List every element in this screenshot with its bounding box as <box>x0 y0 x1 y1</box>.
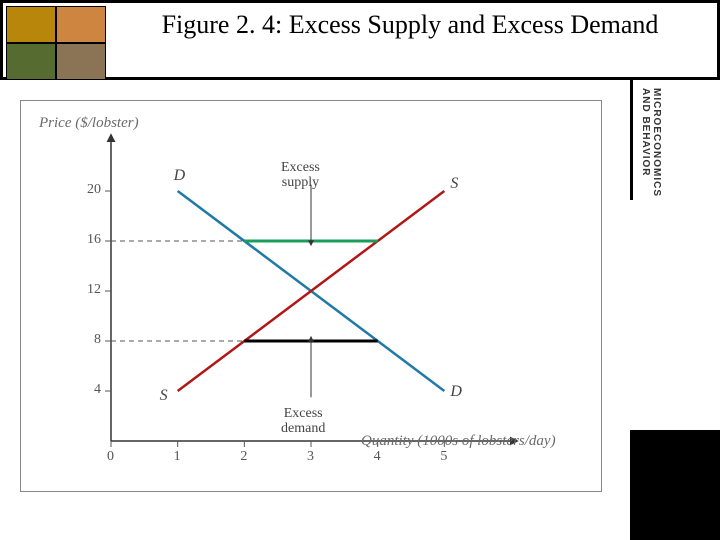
y-tick-label: 16 <box>87 232 101 248</box>
x-tick-label: 3 <box>307 449 314 465</box>
deco-tile <box>6 43 56 80</box>
title-bar: Figure 2. 4: Excess Supply and Excess De… <box>0 0 720 80</box>
y-tick-label: 4 <box>94 382 101 398</box>
y-tick-label: 12 <box>87 282 101 298</box>
deco-tile <box>56 6 106 43</box>
x-tick-label: 4 <box>374 449 381 465</box>
y-tick-label: 8 <box>94 332 101 348</box>
y-tick-label: 20 <box>87 182 101 198</box>
page-number: 2-13 <box>672 517 702 534</box>
book-title: MICROECONOMICS AND BEHAVIOR <box>640 88 662 200</box>
figure-title: Figure 2. 4: Excess Supply and Excess De… <box>113 9 707 40</box>
deco-tile <box>56 43 106 80</box>
chart: Price ($/lobster) Quantity (1000s of lob… <box>20 100 602 492</box>
x-tick-label: 5 <box>440 449 447 465</box>
demand-label-bottom: D <box>450 383 462 401</box>
demand-label-top: D <box>174 167 186 185</box>
side-panel: MICROECONOMICS AND BEHAVIOR <box>630 80 720 540</box>
side-top: MICROECONOMICS AND BEHAVIOR <box>630 80 720 200</box>
deco-tile <box>6 6 56 43</box>
y-axis-label: Price ($/lobster) <box>39 115 139 132</box>
excess-supply-label: Excesssupply <box>281 160 320 191</box>
excess-demand-label: Excessdemand <box>281 406 325 437</box>
x-tick-label: 1 <box>174 449 181 465</box>
supply-label-top: S <box>450 175 458 193</box>
slide: Figure 2. 4: Excess Supply and Excess De… <box>0 0 720 540</box>
x-axis-label: Quantity (1000s of lobsters/day) <box>361 433 556 450</box>
x-tick-label: 2 <box>240 449 247 465</box>
x-tick-label: 0 <box>107 449 114 465</box>
deco-tiles <box>6 6 106 80</box>
supply-label-bottom: S <box>160 387 168 405</box>
